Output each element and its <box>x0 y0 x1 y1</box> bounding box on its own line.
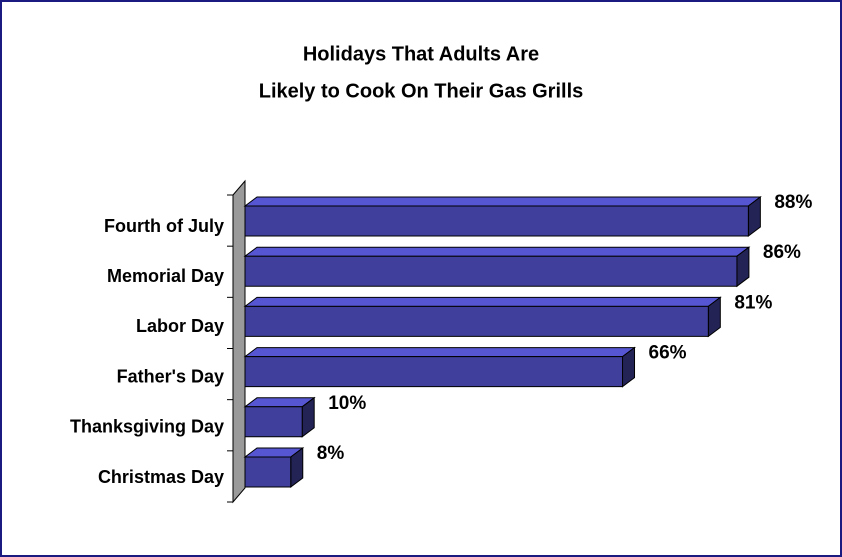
category-label: Fourth of July <box>104 216 224 236</box>
bar <box>243 246 751 288</box>
bar-face <box>243 296 722 307</box>
chart-title: Likely to Cook On Their Gas Grills <box>259 80 584 102</box>
bar-face <box>244 205 749 237</box>
category-label: Memorial Day <box>107 266 224 286</box>
bar <box>243 396 316 438</box>
bar-face <box>244 356 624 388</box>
bar <box>243 196 762 237</box>
category-label: Father's Day <box>117 366 224 386</box>
value-label: 88% <box>774 192 812 213</box>
bar-face <box>243 196 762 207</box>
bar-face <box>244 305 709 337</box>
bar <box>243 447 305 488</box>
value-label: 10% <box>328 393 366 414</box>
bar-face <box>244 406 303 438</box>
value-label: 86% <box>763 242 801 263</box>
category-label: Thanksgiving Day <box>70 417 224 437</box>
value-label: 66% <box>649 343 687 364</box>
bar <box>243 296 722 338</box>
category-label: Christmas Day <box>98 467 224 487</box>
bar-face <box>243 347 637 358</box>
category-label: Labor Day <box>136 316 224 336</box>
bar-face <box>244 255 738 287</box>
value-label: 8% <box>317 443 345 464</box>
wall <box>232 179 246 504</box>
bar-face <box>243 246 751 257</box>
chart-title: Holidays That Adults Are <box>303 43 539 65</box>
value-label: 81% <box>734 292 772 313</box>
bar <box>243 346 637 388</box>
bar-face <box>244 456 292 488</box>
